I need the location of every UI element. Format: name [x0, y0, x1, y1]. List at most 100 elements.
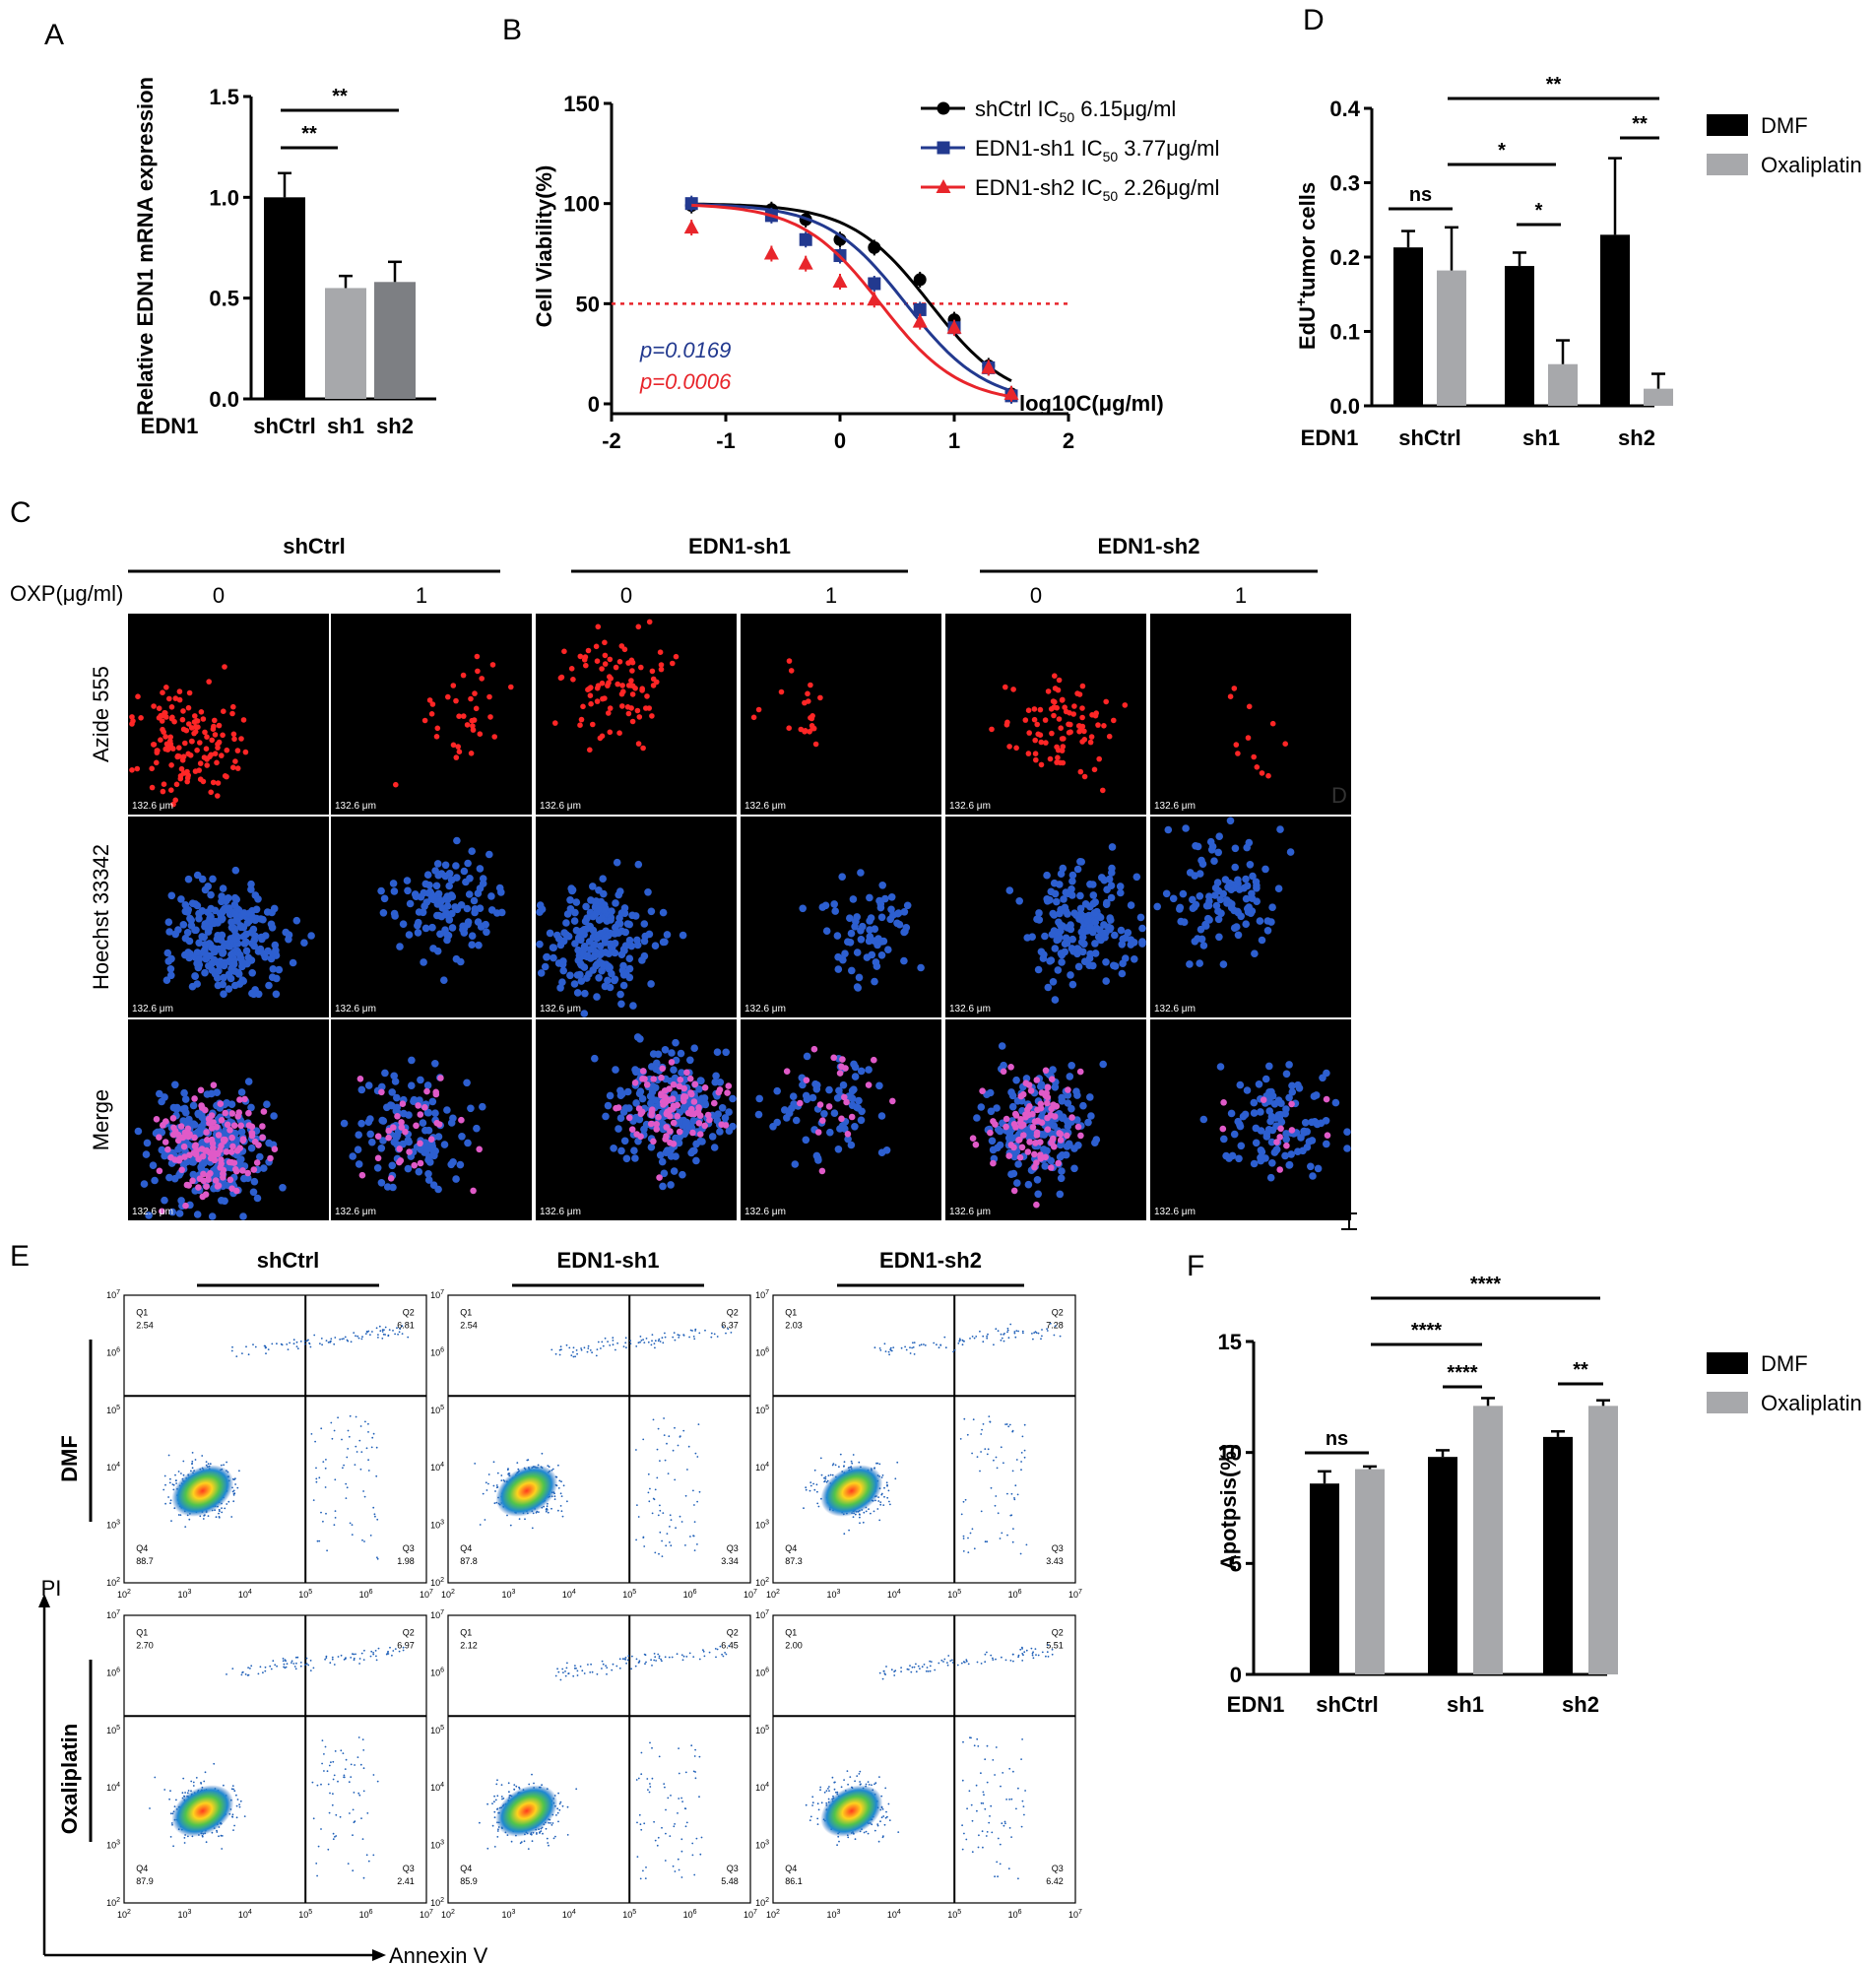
edu-cell: [1054, 744, 1060, 751]
nucleus: [1243, 882, 1252, 890]
edu-cell: [1044, 1083, 1052, 1091]
nucleus: [812, 1085, 821, 1093]
edu-cell: [786, 725, 792, 731]
edu-cell: [458, 1116, 465, 1124]
nucleus: [181, 1095, 190, 1103]
nucleus: [595, 886, 603, 894]
y-tick-label: 0.4: [1329, 97, 1360, 121]
nucleus: [659, 1182, 667, 1191]
nucleus: [1250, 1159, 1259, 1168]
nucleus: [250, 1177, 259, 1186]
nucleus: [1277, 1118, 1286, 1126]
nucleus: [388, 1088, 397, 1096]
nucleus: [790, 1100, 798, 1108]
bar-sh1-Oxaliplatin: [1548, 363, 1578, 406]
nucleus: [647, 980, 655, 988]
nucleus: [452, 1175, 460, 1183]
event: [1017, 1330, 1019, 1333]
edu-cell: [1049, 730, 1055, 737]
edu-cell: [455, 744, 462, 750]
nucleus: [1227, 1109, 1236, 1118]
edu-cell: [135, 693, 141, 699]
event: [647, 1491, 650, 1494]
event: [333, 1774, 336, 1777]
event: [670, 1519, 673, 1521]
edu-cell: [417, 1140, 423, 1147]
event: [360, 1451, 363, 1453]
nucleus: [443, 1106, 451, 1114]
event: [813, 1469, 816, 1472]
nucleus: [858, 1107, 866, 1116]
legend-label-Oxaliplatin: Oxaliplatin: [1761, 153, 1862, 177]
event: [231, 1813, 234, 1816]
event: [236, 1799, 239, 1800]
event: [987, 1448, 990, 1451]
nucleus: [853, 949, 862, 956]
nucleus: [163, 949, 172, 957]
event: [231, 1668, 234, 1669]
event: [334, 1337, 337, 1339]
event: [492, 1461, 495, 1464]
nucleus: [247, 885, 255, 893]
edu-cell: [220, 732, 226, 739]
edu-cell: [1283, 1142, 1290, 1149]
panel-label-a: A: [44, 19, 64, 51]
edu-cell: [1022, 717, 1029, 723]
event: [654, 1340, 657, 1342]
edu-cell: [1055, 687, 1062, 693]
edu-cell: [234, 765, 241, 771]
event: [669, 1526, 671, 1528]
edu-cell: [212, 751, 219, 756]
event: [682, 1334, 685, 1336]
nucleus: [773, 1118, 781, 1127]
event: [276, 1342, 278, 1345]
nucleus: [591, 1054, 599, 1063]
event: [889, 1503, 891, 1506]
nucleus: [1086, 923, 1094, 932]
event: [657, 1427, 660, 1430]
event: [372, 1432, 375, 1435]
nucleus: [1111, 931, 1119, 940]
event: [870, 1512, 872, 1515]
event: [659, 1341, 662, 1342]
event: [287, 1348, 290, 1350]
edu-cell: [230, 703, 236, 710]
edu-cell: [182, 1202, 189, 1210]
nucleus: [222, 905, 229, 914]
event: [202, 1518, 205, 1520]
event: [392, 1650, 395, 1652]
nucleus: [474, 918, 483, 926]
event: [662, 1342, 665, 1344]
event: [984, 1448, 987, 1450]
event: [169, 1477, 171, 1480]
nucleus: [866, 917, 873, 925]
event: [643, 1545, 646, 1547]
event: [358, 1658, 361, 1660]
event: [291, 1662, 292, 1664]
event: [589, 1349, 592, 1351]
quadrant-name-Q4: Q4: [136, 1543, 148, 1553]
edu-cell: [229, 710, 235, 717]
nucleus: [1047, 887, 1056, 896]
event: [218, 1516, 221, 1518]
edu-cell: [637, 1110, 645, 1118]
x-axis-label: log10C(μg/ml): [1019, 391, 1164, 416]
edu-cell: [151, 742, 158, 748]
edu-cell: [1106, 733, 1113, 740]
nucleus: [1103, 885, 1111, 893]
event: [332, 1832, 335, 1835]
nucleus: [485, 850, 493, 859]
event: [1011, 1470, 1014, 1473]
event: [639, 1341, 641, 1343]
nucleus: [631, 912, 640, 920]
event: [1012, 1528, 1014, 1530]
event: [394, 1333, 396, 1336]
edu-cell: [1288, 1100, 1295, 1108]
edu-cell: [841, 1093, 848, 1101]
edu-cell: [696, 1131, 704, 1138]
edu-cell: [649, 713, 655, 719]
point-EDN1-sh2: [867, 292, 882, 306]
event: [1041, 1329, 1043, 1331]
event: [575, 1349, 578, 1351]
edu-cell: [629, 659, 636, 666]
